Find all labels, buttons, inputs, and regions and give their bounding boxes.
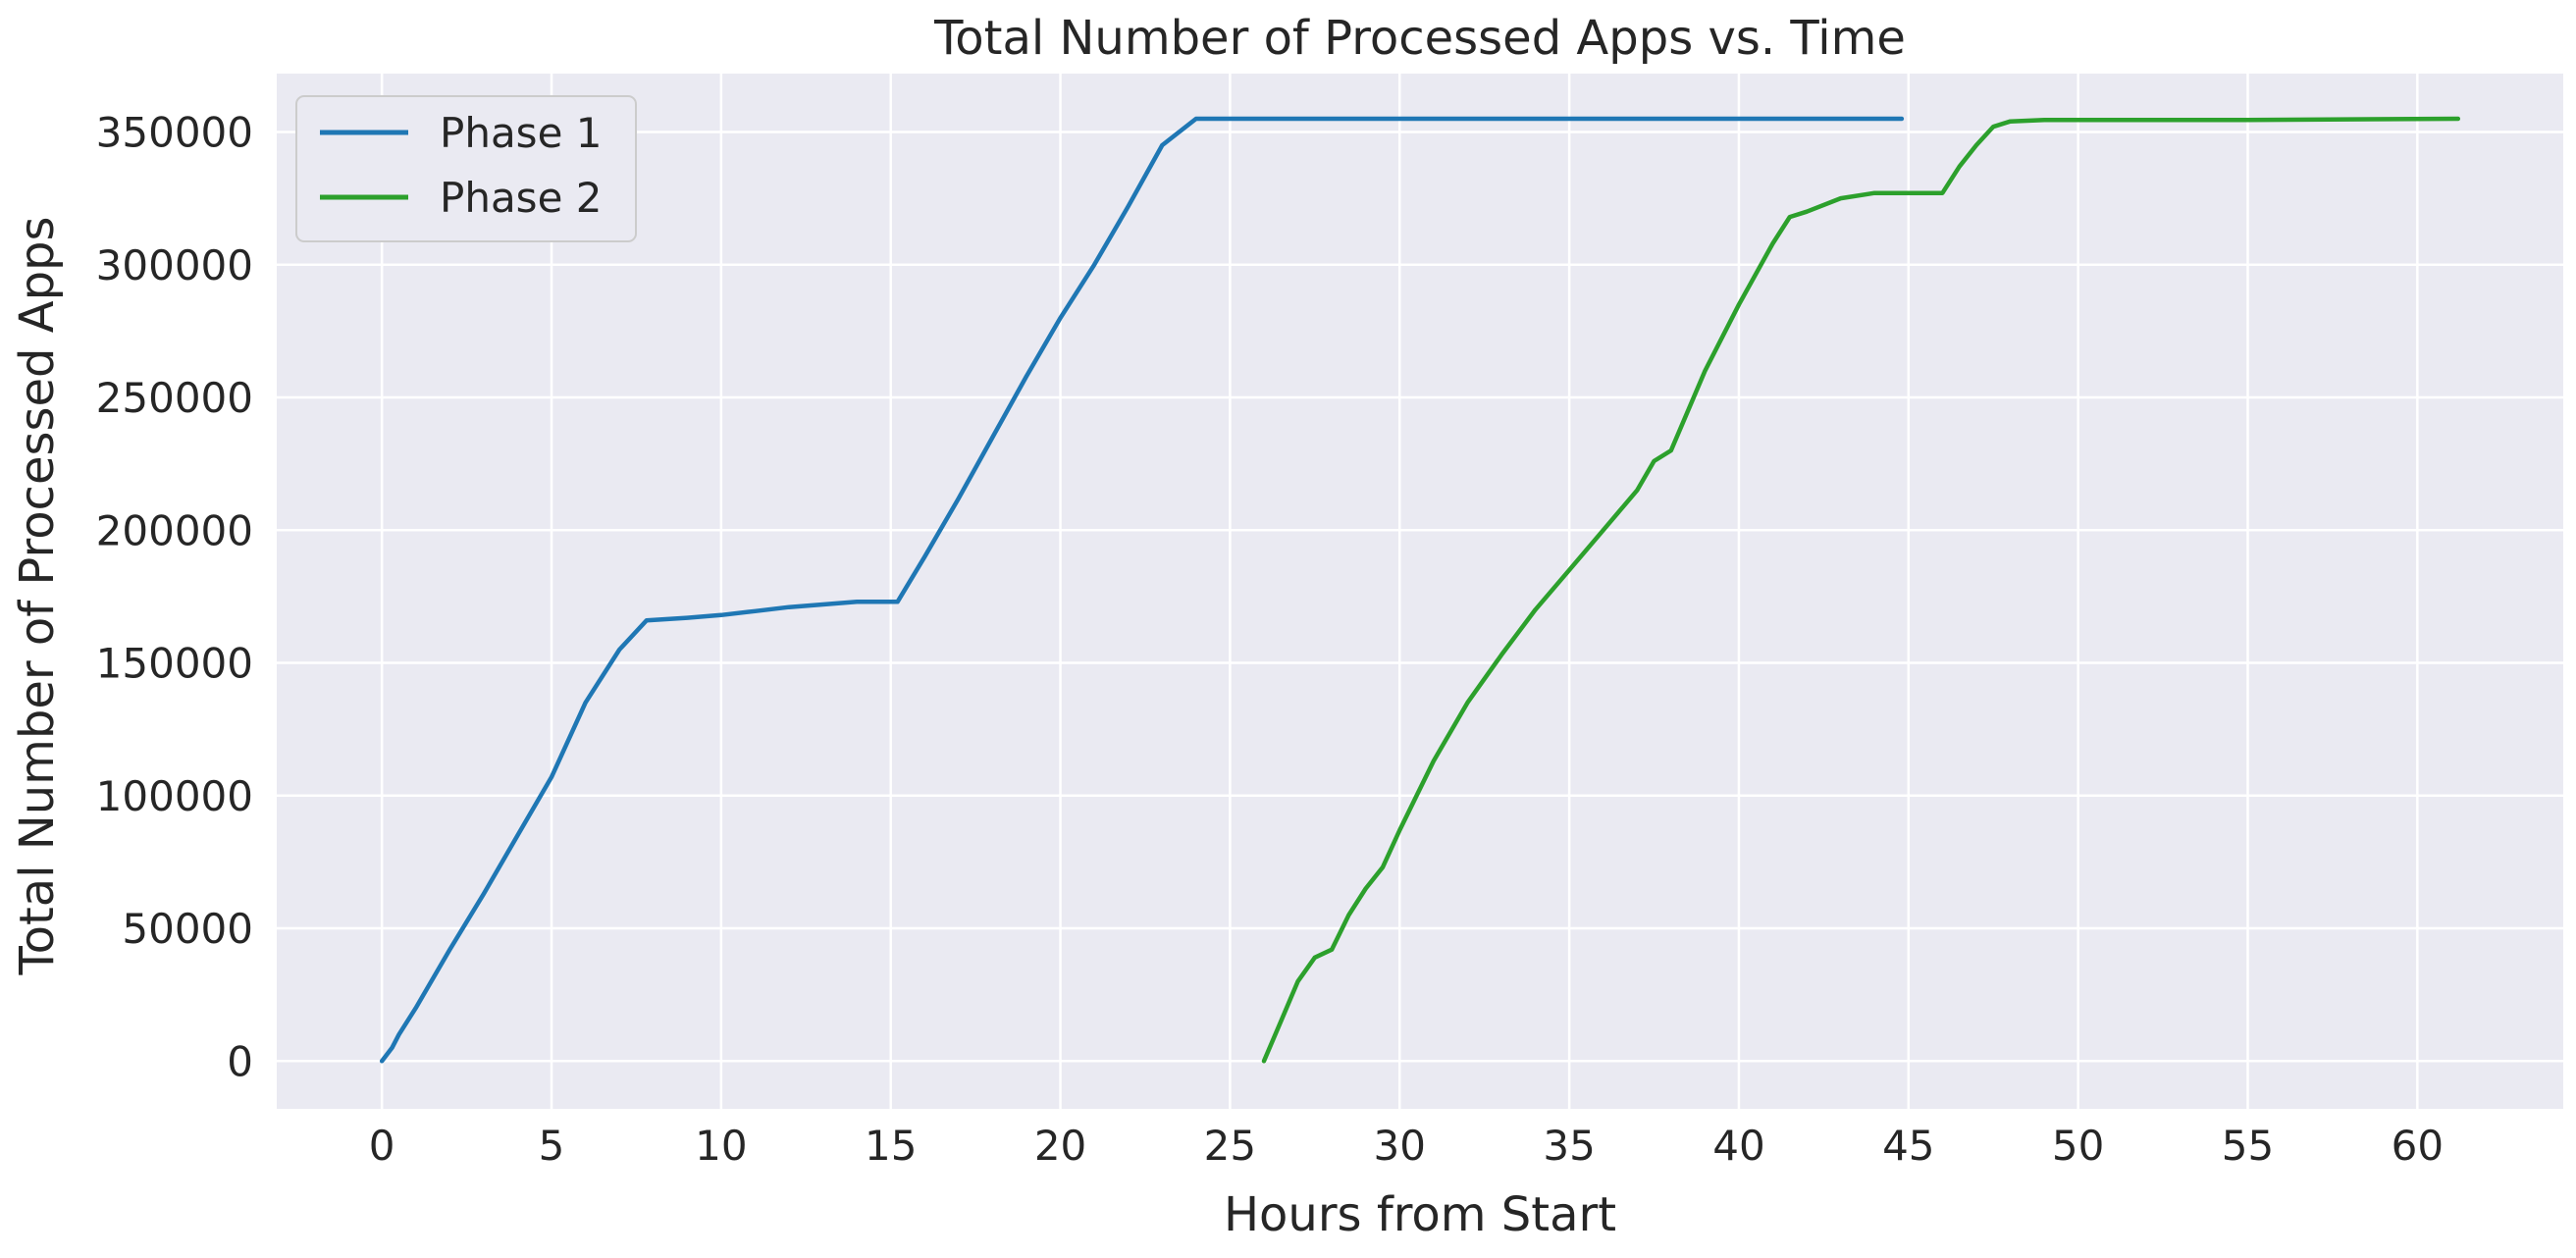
x-tick-label: 40 bbox=[1712, 1122, 1764, 1170]
x-tick-label: 50 bbox=[2052, 1122, 2104, 1170]
x-tick-label: 25 bbox=[1204, 1122, 1256, 1170]
y-tick-label: 300000 bbox=[96, 241, 253, 289]
legend-label-phase-2: Phase 2 bbox=[440, 174, 602, 222]
x-tick-labels: 0 5 10 15 20 25 30 35 40 45 50 55 60 bbox=[369, 1122, 2444, 1170]
y-gridlines bbox=[277, 131, 2563, 1063]
x-tick-label: 10 bbox=[695, 1122, 747, 1170]
y-tick-label: 0 bbox=[227, 1037, 253, 1085]
x-tick-label: 15 bbox=[865, 1122, 917, 1170]
x-axis-label: Hours from Start bbox=[1224, 1187, 1616, 1242]
x-tick-label: 5 bbox=[539, 1122, 565, 1170]
legend: Phase 1 Phase 2 bbox=[295, 95, 637, 242]
x-tick-label: 35 bbox=[1543, 1122, 1595, 1170]
y-tick-label: 350000 bbox=[96, 109, 253, 157]
y-axis-label: Total Number of Processed Apps bbox=[10, 216, 65, 975]
y-tick-label: 100000 bbox=[96, 772, 253, 820]
legend-label-phase-1: Phase 1 bbox=[440, 109, 602, 157]
series-line-phase-2 bbox=[1261, 116, 2461, 1064]
series-line-phase-1 bbox=[379, 116, 1905, 1064]
chart-title: Total Number of Processed Apps vs. Time bbox=[933, 11, 1906, 66]
x-tick-label: 45 bbox=[1882, 1122, 1934, 1170]
x-tick-label: 0 bbox=[369, 1122, 395, 1170]
x-tick-label: 30 bbox=[1374, 1122, 1426, 1170]
x-tick-label: 55 bbox=[2222, 1122, 2274, 1170]
y-tick-labels: 0 50000 100000 150000 200000 250000 300000 3500… bbox=[96, 109, 253, 1086]
x-tick-label: 60 bbox=[2392, 1122, 2444, 1170]
y-tick-label: 50000 bbox=[122, 905, 253, 953]
y-tick-label: 150000 bbox=[96, 640, 253, 688]
y-tick-label: 250000 bbox=[96, 374, 253, 422]
x-tick-label: 20 bbox=[1034, 1122, 1086, 1170]
y-tick-label: 200000 bbox=[96, 506, 253, 554]
series-lines bbox=[379, 116, 2461, 1064]
x-gridlines bbox=[380, 74, 2419, 1109]
plot-area bbox=[277, 74, 2563, 1109]
